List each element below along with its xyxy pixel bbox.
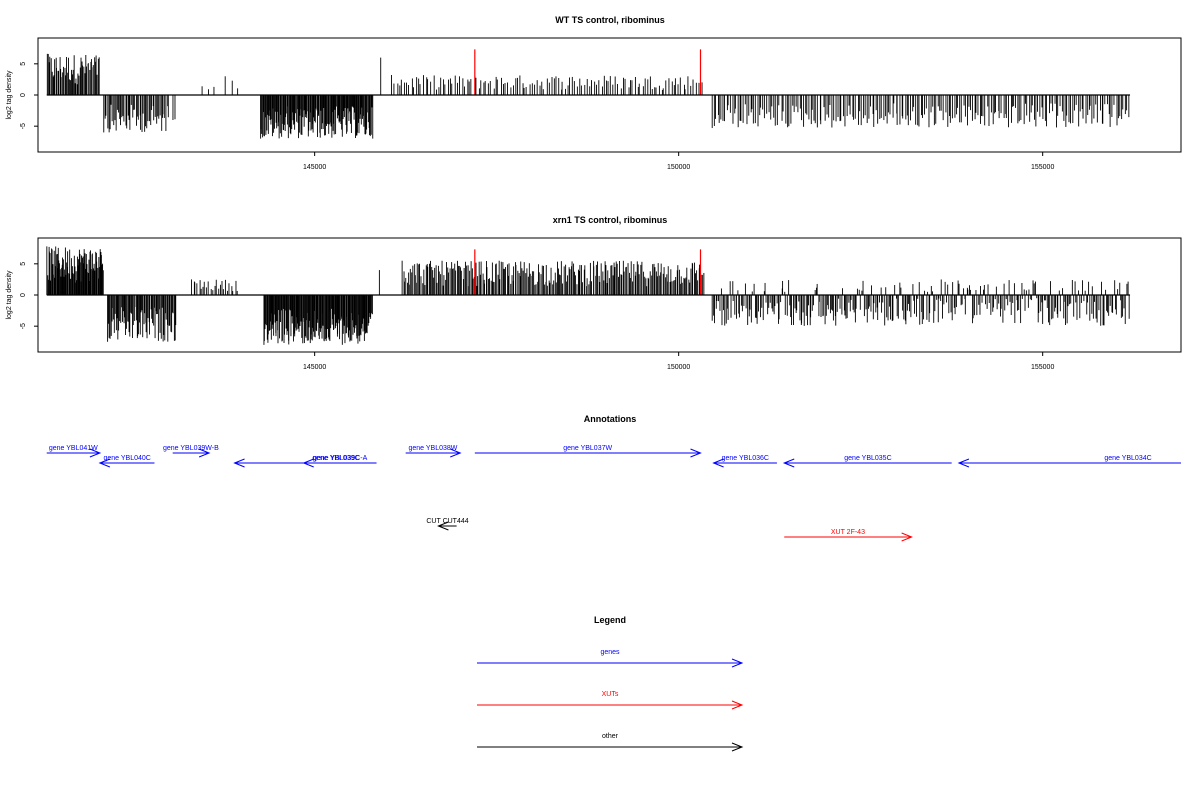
x-tick-label: 150000: [667, 364, 690, 371]
annotation-label: gene YBL041W: [49, 445, 98, 452]
arrow-head: [782, 458, 795, 468]
annotation-gene-ybl034c: gene YBL034C: [957, 455, 1181, 468]
y-tick-label: 5: [20, 262, 27, 266]
panel-xrn1-y-label: log2 tag density: [6, 270, 13, 320]
legend-label: XUTs: [602, 691, 619, 698]
annotation-xut-2f-43: XUT 2F-43: [784, 529, 913, 542]
annotation-gene-ybl036c: gene YBL036C: [712, 455, 777, 468]
annotation-gene-ybl037w: gene YBL037W: [474, 445, 702, 458]
legend-item-xuts: XUTs: [477, 691, 744, 710]
annotation-label: gene YBL036C: [722, 455, 769, 462]
annotation-label: gene YBL038W: [408, 445, 457, 452]
panel-xrn1-title: xrn1 TS control, ribominus: [553, 215, 668, 225]
y-tick-label: 0: [20, 293, 27, 297]
y-tick-label: -5: [20, 323, 27, 329]
arrow-head: [901, 532, 913, 542]
arrow-head: [712, 458, 724, 468]
annotation-gene-ybl040c: gene YBL040C: [98, 455, 155, 468]
legend-label: genes: [600, 649, 620, 656]
annotation-label: CUT CUT444: [426, 518, 468, 525]
panel-wt-y-axis: -5 0 5: [20, 62, 38, 129]
annotation-label: gene YBL037W: [563, 445, 612, 452]
arrow-head: [233, 458, 245, 468]
panel-wt-title: WT TS control, ribominus: [555, 15, 665, 25]
y-tick-label: -5: [20, 123, 27, 129]
x-tick-label: 145000: [303, 164, 326, 171]
x-tick-label: 145000: [303, 364, 326, 371]
annotation-gene-ybl038w: gene YBL038W: [405, 445, 462, 458]
arrow-head: [957, 458, 970, 468]
y-tick-label: 0: [20, 93, 27, 97]
panel-xrn1: xrn1 TS control, ribominus log2 tag dens…: [6, 215, 1182, 371]
annotation-gene-ybl035c: gene YBL035C: [782, 455, 952, 468]
annotation-gene-ybl041w: gene YBL041W: [46, 445, 102, 458]
panel-wt-y-label: log2 tag density: [6, 70, 13, 120]
legend-items: genes XUTs other: [477, 649, 744, 752]
legend: Legend genes XUTs other: [477, 615, 744, 752]
panel-wt-x-axis: 145000 150000 155000: [303, 152, 1054, 171]
annotation-label: gene YBL039C-A: [313, 455, 368, 462]
panel-wt: WT TS control, ribominus log2 tag densit…: [6, 15, 1182, 171]
arrow-head: [302, 458, 314, 468]
legend-item-other: other: [477, 733, 744, 752]
arrow-head: [198, 448, 211, 458]
x-tick-label: 155000: [1031, 364, 1054, 371]
arrow-head: [731, 658, 744, 668]
annotation-label: gene YBL040C: [104, 455, 151, 462]
annotation-label: gene YBL039C: [312, 455, 359, 462]
legend-label: other: [602, 733, 619, 740]
legend-item-genes: genes: [477, 649, 744, 668]
panel-xrn1-markers: [474, 249, 702, 295]
x-tick-label: 150000: [667, 164, 690, 171]
annotation-label: XUT 2F-43: [831, 529, 865, 536]
panel-xrn1-bars: [46, 246, 1130, 345]
legend-title: Legend: [594, 615, 626, 625]
arrow-head: [89, 448, 102, 458]
annotation-label: gene YBL034C: [1104, 455, 1151, 462]
arrow-head: [731, 700, 744, 710]
arrow-head: [731, 742, 744, 752]
annotation-tracks: gene YBL041W gene YBL040C gene YBL039W-B ge…: [46, 445, 1181, 542]
panel-wt-markers: [474, 49, 702, 95]
arrow-head: [98, 458, 111, 468]
annotation-gene-ybl039c-a: gene YBL039C-A: [302, 455, 377, 468]
panel-xrn1-y-axis: -5 0 5: [20, 262, 38, 329]
arrow-head: [437, 521, 449, 531]
annotation-label: gene YBL035C: [844, 455, 891, 462]
annotations-title: Annotations: [584, 414, 637, 424]
panel-xrn1-x-axis: 145000 150000 155000: [303, 352, 1054, 371]
arrow-head: [450, 448, 462, 458]
annotation-gene-ybl039w-b: gene YBL039W-B: [163, 445, 219, 458]
annotation-cut-cut444: CUT CUT444: [426, 518, 469, 531]
annotation-label: gene YBL039W-B: [163, 445, 219, 452]
x-tick-label: 155000: [1031, 164, 1054, 171]
panel-wt-bars: [46, 53, 1130, 139]
y-tick-label: 5: [20, 62, 27, 66]
arrow-head: [690, 448, 702, 458]
